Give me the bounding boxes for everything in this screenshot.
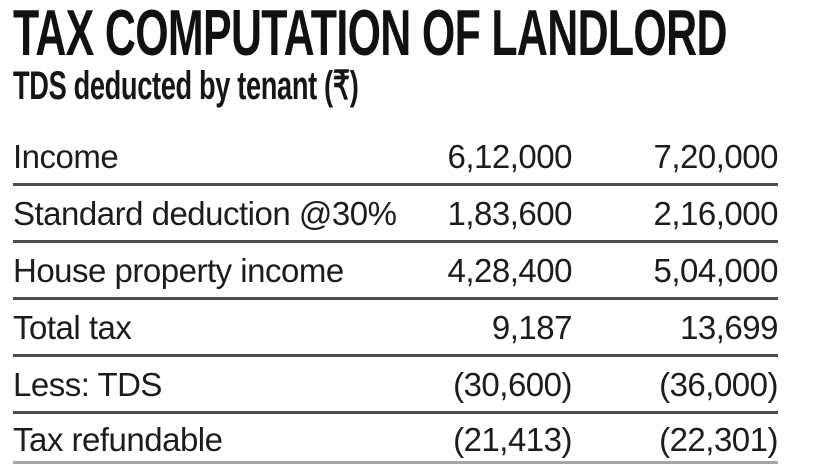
row-value-col1: 1,83,600 — [447, 194, 573, 232]
row-value-col2: 2,16,000 — [653, 194, 779, 232]
row-value-col2: 5,04,000 — [653, 251, 779, 289]
row-label: Less: TDS — [13, 365, 162, 403]
page-title: TAX COMPUTATION OF LANDLORD — [13, 0, 727, 69]
row-label: Income — [13, 137, 119, 175]
row-value-col2: (22,301) — [659, 421, 778, 458]
row-value-col2: 13,699 — [680, 308, 778, 346]
table-row: Standard deduction @30% 1,83,600 2,16,00… — [13, 186, 779, 243]
table-row: Tax refundable (21,413) (22,301) — [13, 414, 779, 465]
row-value-col1: 9,187 — [491, 308, 573, 346]
row-label: Total tax — [13, 308, 132, 346]
row-value-col1: (21,413) — [453, 421, 572, 458]
row-label: Standard deduction @30% — [13, 194, 397, 232]
table-row: House property income 4,28,400 5,04,000 — [13, 243, 779, 300]
table-row: Income 6,12,000 7,20,000 — [13, 129, 779, 186]
row-label: House property income — [13, 251, 344, 289]
table-row: Total tax 9,187 13,699 — [13, 300, 779, 357]
table-row: Less: TDS (30,600) (36,000) — [13, 357, 779, 414]
page-subtitle: TDS deducted by tenant (₹) — [13, 64, 359, 108]
row-value-col1: 6,12,000 — [447, 137, 573, 175]
row-value-col1: (30,600) — [453, 365, 572, 403]
row-label: Tax refundable — [13, 421, 223, 458]
row-value-col2: (36,000) — [659, 365, 778, 403]
tax-table: Income 6,12,000 7,20,000 Standard deduct… — [13, 129, 779, 465]
row-value-col1: 4,28,400 — [447, 251, 573, 289]
bottom-rule-partial — [13, 461, 778, 464]
row-value-col2: 7,20,000 — [653, 137, 779, 175]
